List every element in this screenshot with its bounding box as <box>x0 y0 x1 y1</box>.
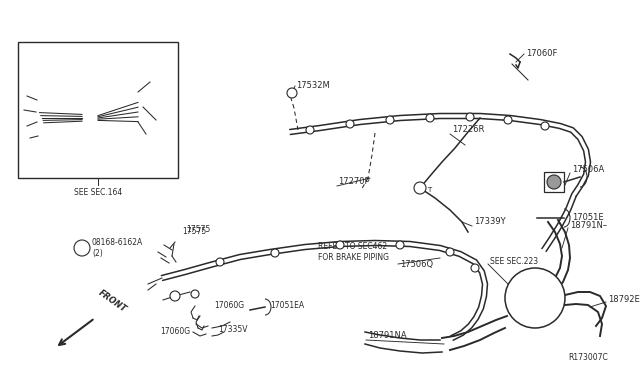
Circle shape <box>547 175 561 189</box>
Text: 17575: 17575 <box>182 228 206 237</box>
Text: 17051EA: 17051EA <box>270 301 304 311</box>
Circle shape <box>504 116 512 124</box>
Circle shape <box>170 291 180 301</box>
Circle shape <box>446 248 454 256</box>
Bar <box>18 42 178 178</box>
Circle shape <box>271 249 279 257</box>
Text: REFER TO SEC462
FOR BRAKE PIPING: REFER TO SEC462 FOR BRAKE PIPING <box>318 241 389 262</box>
Text: 17270P: 17270P <box>338 177 370 186</box>
Text: R173007C: R173007C <box>568 353 608 362</box>
Text: 17575: 17575 <box>186 225 211 234</box>
Circle shape <box>386 116 394 124</box>
Text: 17060F: 17060F <box>526 49 557 58</box>
Text: 17051E: 17051E <box>572 214 604 222</box>
Text: SEE SEC.164: SEE SEC.164 <box>74 188 122 197</box>
Text: 17060G: 17060G <box>214 301 244 311</box>
Text: 17506A: 17506A <box>572 166 604 174</box>
Circle shape <box>306 126 314 134</box>
Text: 18791NA: 18791NA <box>368 331 406 340</box>
Circle shape <box>471 264 479 272</box>
Text: 17226R: 17226R <box>452 125 484 135</box>
Text: 08168-6162A
(2): 08168-6162A (2) <box>92 238 143 258</box>
Bar <box>544 172 564 192</box>
Text: 17060G: 17060G <box>160 327 190 337</box>
Text: 18792E: 18792E <box>608 295 640 305</box>
Circle shape <box>466 113 474 121</box>
Text: 18791N–: 18791N– <box>570 221 607 231</box>
Circle shape <box>74 240 90 256</box>
Circle shape <box>414 182 426 194</box>
Text: T: T <box>427 187 431 193</box>
Text: 17532M: 17532M <box>296 81 330 90</box>
Circle shape <box>287 88 297 98</box>
Text: 17506Q: 17506Q <box>400 260 433 269</box>
Text: SEE SEC.223: SEE SEC.223 <box>490 257 538 266</box>
Circle shape <box>216 258 224 266</box>
Circle shape <box>346 120 354 128</box>
Circle shape <box>336 241 344 249</box>
Text: 17335V: 17335V <box>218 326 248 334</box>
Text: B: B <box>79 245 84 251</box>
Circle shape <box>426 114 434 122</box>
Circle shape <box>541 122 549 130</box>
Text: FRONT: FRONT <box>97 288 129 314</box>
Circle shape <box>505 268 565 328</box>
Circle shape <box>396 241 404 249</box>
Circle shape <box>191 290 199 298</box>
Text: 17339Y: 17339Y <box>474 218 506 227</box>
